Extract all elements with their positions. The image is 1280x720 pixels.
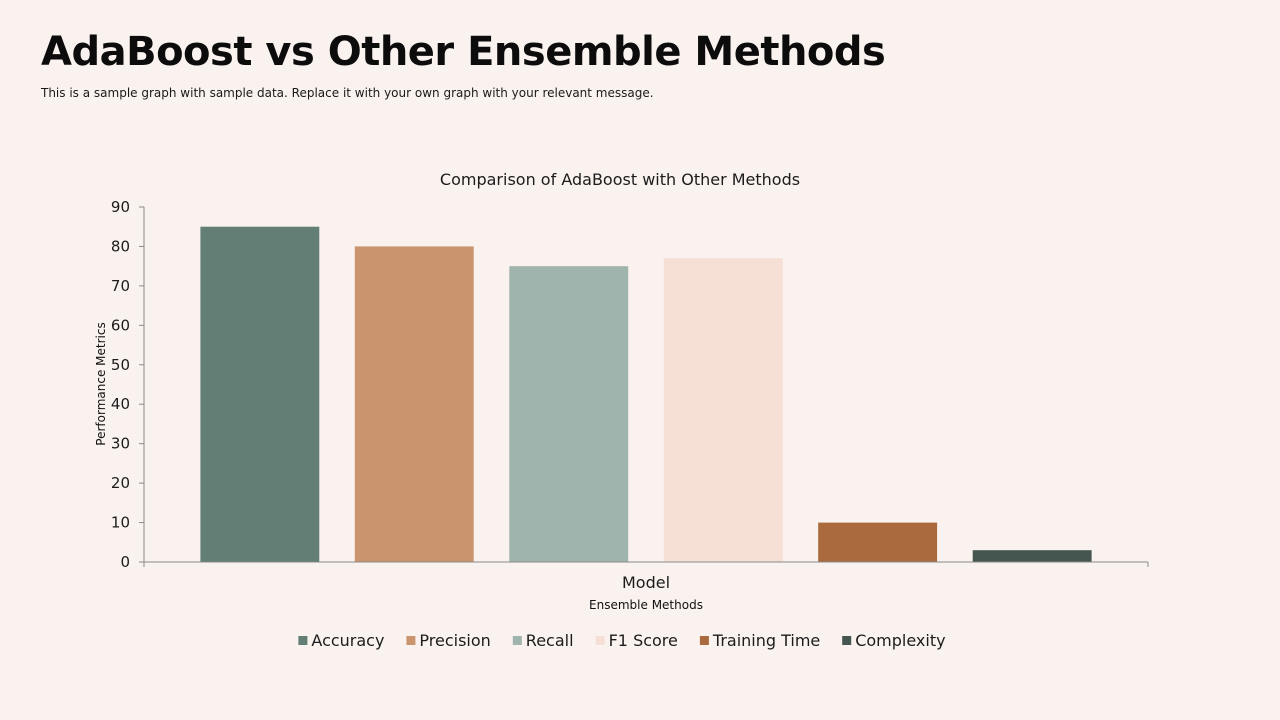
x-axis-label: Ensemble Methods (589, 598, 703, 612)
bar-training-time (818, 522, 938, 562)
y-tick-label: 0 (120, 553, 130, 571)
y-tick-label: 60 (111, 316, 130, 334)
y-tick-label: 40 (111, 395, 130, 413)
legend-label: Recall (526, 631, 574, 650)
legend-swatch (298, 636, 308, 645)
legend-label: Complexity (855, 631, 945, 650)
y-axis: 0 10 20 30 40 50 60 70 80 90 (111, 198, 145, 571)
legend: Accuracy Precision Recall F1 Score Training … (298, 631, 946, 650)
bars (200, 226, 1092, 562)
legend-item: Complexity (842, 631, 946, 650)
slide-title: AdaBoost vs Other Ensemble Methods (41, 29, 886, 75)
y-tick-label: 10 (111, 514, 130, 532)
bar-recall (509, 266, 629, 562)
legend-swatch (406, 636, 416, 645)
bar-precision (354, 246, 474, 562)
category-label: Model (622, 573, 670, 592)
legend-swatch (842, 636, 852, 645)
y-tick-label: 70 (111, 277, 130, 295)
slide-subtitle: This is a sample graph with sample data.… (41, 86, 654, 100)
legend-item: Accuracy (298, 631, 384, 650)
legend-label: F1 Score (609, 631, 678, 650)
chart-title: Comparison of AdaBoost with Other Method… (440, 170, 800, 189)
legend-item: Recall (512, 631, 574, 650)
y-tick-label: 30 (111, 435, 130, 453)
legend-item: Training Time (699, 631, 820, 650)
legend-item: Precision (406, 631, 491, 650)
x-axis (139, 561, 1149, 567)
bar-accuracy (200, 226, 320, 562)
legend-item: F1 Score (595, 631, 678, 650)
y-tick-label: 20 (111, 474, 130, 492)
legend-swatch (595, 636, 605, 645)
y-tick-label: 50 (111, 356, 130, 374)
bar-complexity (972, 550, 1092, 562)
legend-label: Precision (419, 631, 490, 650)
legend-label: Training Time (712, 631, 820, 650)
bar-f1-score (663, 258, 783, 562)
y-axis-label: Performance Metrics (94, 322, 108, 445)
y-tick-label: 80 (111, 237, 130, 255)
legend-swatch (512, 636, 522, 645)
y-tick-label: 90 (111, 198, 130, 216)
legend-label: Accuracy (311, 631, 384, 650)
legend-swatch (699, 636, 709, 645)
